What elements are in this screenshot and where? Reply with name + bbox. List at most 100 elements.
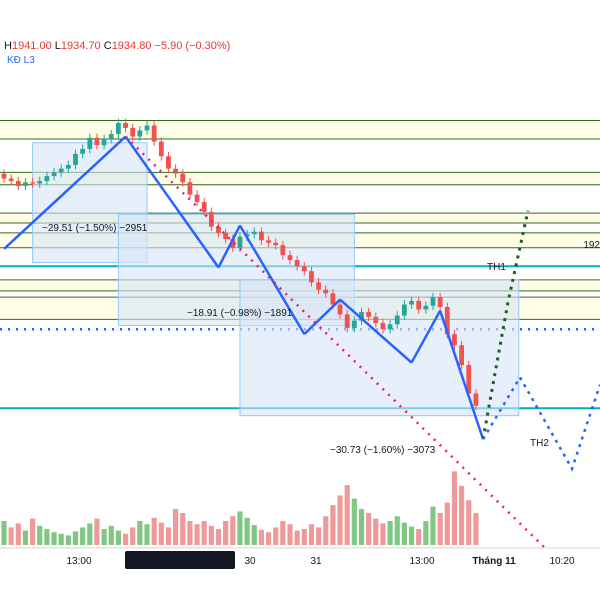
volume-bar: [380, 523, 386, 545]
volume-bar: [444, 502, 450, 545]
candle-body: [73, 153, 78, 165]
volume-bar: [323, 516, 329, 545]
x-tick-label: 13:00: [409, 556, 434, 567]
pattern-leg: [3, 135, 127, 250]
volume-bar: [58, 533, 64, 545]
candle-body: [44, 176, 50, 182]
candle-body: [287, 255, 293, 261]
volume-bar: [165, 527, 172, 545]
candle-body: [273, 242, 279, 246]
price-zone: [0, 172, 600, 185]
volume-bar: [451, 471, 458, 545]
candle-body: [101, 139, 107, 146]
volume-bar: [416, 529, 422, 545]
volume-bar: [130, 527, 136, 545]
candle-body: [65, 164, 71, 169]
volume-bar: [223, 521, 229, 545]
projection-label-th2: TH2: [530, 438, 549, 449]
volume-bar: [8, 527, 14, 545]
volume-bar: [194, 524, 200, 545]
candle-body: [373, 316, 379, 324]
volume-bar: [201, 521, 207, 545]
volume-bar: [87, 523, 93, 545]
candle-body: [230, 239, 236, 248]
candle-body: [309, 271, 314, 283]
candle-body: [337, 304, 343, 315]
volume-bar: [115, 530, 121, 545]
candle-body: [180, 173, 186, 183]
volume-bar: [287, 524, 293, 545]
pattern-leg: [339, 298, 413, 364]
crosshair-date-badge: [125, 551, 235, 569]
candle-body: [87, 137, 93, 149]
candle-body: [15, 181, 21, 186]
candle-body: [223, 232, 229, 240]
indicator-label: KĐ L3: [7, 55, 35, 66]
candle-body: [301, 266, 307, 272]
x-tick-label: 10:20: [549, 556, 574, 567]
candle-body: [316, 282, 321, 290]
candle-body: [166, 156, 171, 169]
volume-bar: [122, 533, 129, 545]
volume-bar: [280, 521, 286, 545]
measure-label: −18.91 (−0.98%) −1891: [187, 308, 293, 319]
volume-bar: [301, 529, 307, 545]
volume-bar: [44, 529, 50, 545]
candle-body: [130, 127, 136, 137]
volume-bar: [101, 529, 107, 545]
candle-body: [259, 231, 264, 241]
high-value: 1941.00: [11, 40, 52, 52]
volume-bar: [244, 517, 250, 545]
candle-body: [1, 173, 7, 179]
volume-bar: [137, 521, 143, 545]
candle-body: [459, 345, 464, 366]
volume-bar: [459, 485, 465, 545]
price-zone: [0, 120, 600, 140]
volume-bar: [337, 495, 343, 545]
volume-bar: [158, 522, 164, 545]
candle-body: [94, 137, 100, 146]
candle-body: [323, 289, 329, 294]
candle-body: [402, 304, 407, 316]
candle-body: [466, 365, 472, 394]
candle-body: [237, 236, 243, 248]
volume-bar: [108, 525, 114, 545]
volume-bar: [344, 485, 350, 545]
pattern-leg: [217, 224, 242, 269]
volume-bar: [215, 529, 222, 545]
volume-bar: [230, 516, 236, 545]
volume-bar: [30, 518, 36, 545]
x-tick-label: 30: [244, 556, 256, 567]
candle-body: [394, 315, 400, 325]
volume-bar: [423, 521, 429, 545]
close-key: C: [103, 40, 112, 52]
volume-bar: [387, 521, 393, 545]
volume-bar: [37, 525, 43, 545]
pattern-leg: [410, 310, 442, 364]
volume-bar: [237, 511, 243, 545]
candle-body: [30, 182, 35, 184]
volume-bar: [144, 524, 150, 545]
x-tick-label: Tháng 11: [472, 556, 516, 567]
volume-bar: [366, 513, 372, 545]
x-tick-label: 30 Tháng 10 '25 09:50: [130, 556, 230, 567]
candle-body: [430, 297, 436, 306]
volume-bar: [316, 527, 322, 545]
volume-bar: [151, 517, 157, 545]
volume-bar: [466, 500, 472, 545]
volume-bar: [173, 509, 179, 545]
volume-bar: [273, 527, 279, 545]
volume-bar: [265, 532, 272, 545]
volume-bar: [15, 523, 21, 545]
candle-body: [151, 125, 157, 142]
pattern-leg: [438, 310, 485, 440]
candle-body: [51, 172, 57, 177]
volume-bar: [80, 527, 86, 545]
downtrend-line: [124, 135, 546, 548]
volume-bar: [351, 498, 357, 545]
candle-body: [444, 306, 450, 335]
volume-bar: [187, 521, 193, 545]
volume-bar: [430, 506, 436, 545]
candle-body: [116, 122, 121, 135]
